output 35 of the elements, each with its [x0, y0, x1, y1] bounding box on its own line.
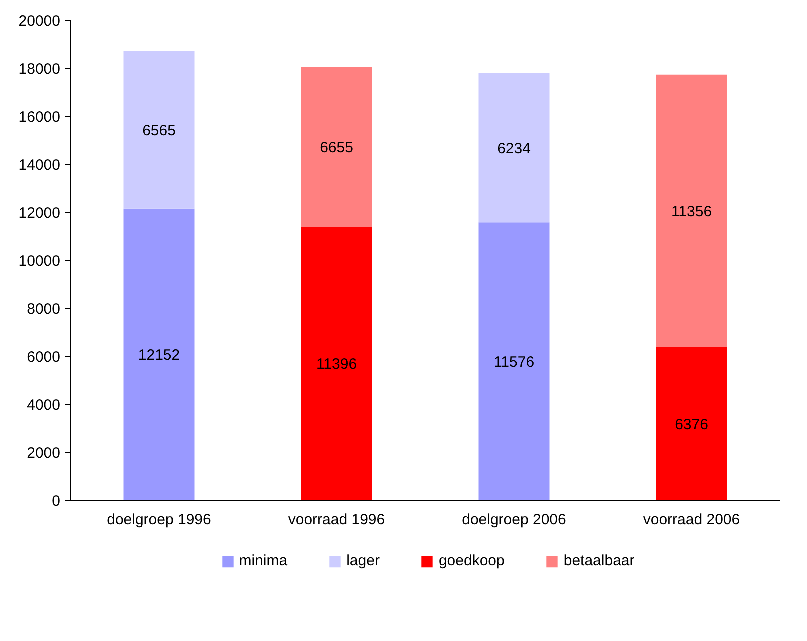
- legend-label: betaalbaar: [564, 552, 635, 570]
- legend-label: goedkoop: [438, 552, 505, 570]
- data-label: 6234: [498, 140, 531, 158]
- data-label: 11396: [316, 356, 358, 374]
- y-tick-label: 4000: [27, 397, 61, 414]
- y-tick-label: 8000: [27, 301, 61, 318]
- bar: [478, 73, 550, 223]
- y-tick-label: 10000: [18, 253, 61, 270]
- data-label: 6565: [142, 122, 176, 140]
- y-tick-label: 14000: [18, 157, 61, 174]
- y-tick-label: 6000: [27, 349, 61, 366]
- y-tick-label: 2000: [27, 445, 61, 462]
- data-label: 6655: [320, 140, 354, 157]
- y-tick-label: 18000: [18, 61, 61, 78]
- data-label: 12152: [138, 347, 180, 364]
- bar: [656, 74, 728, 348]
- bar: [478, 222, 550, 500]
- y-tick-label: 20000: [18, 13, 61, 30]
- data-label: 11356: [671, 204, 712, 221]
- bar: [656, 347, 728, 500]
- y-tick-label: 0: [52, 493, 60, 510]
- x-tick-label: doelgroep 1996: [107, 512, 212, 528]
- y-tick-label: 12000: [18, 205, 61, 222]
- x-tick-label: voorraad 1996: [288, 512, 386, 528]
- x-tick-label: doelgroep 2006: [462, 512, 566, 528]
- data-label: 6376: [675, 416, 708, 434]
- bar: [301, 67, 372, 227]
- y-tick-label: 16000: [18, 109, 61, 126]
- bar: [301, 226, 372, 500]
- bar: [124, 51, 195, 209]
- bar: [124, 208, 195, 500]
- legend-label: minima: [239, 552, 288, 570]
- x-tick-label: voorraad 2006: [643, 512, 740, 528]
- data-label: 11576: [494, 354, 535, 372]
- legend-label: lager: [346, 552, 380, 570]
